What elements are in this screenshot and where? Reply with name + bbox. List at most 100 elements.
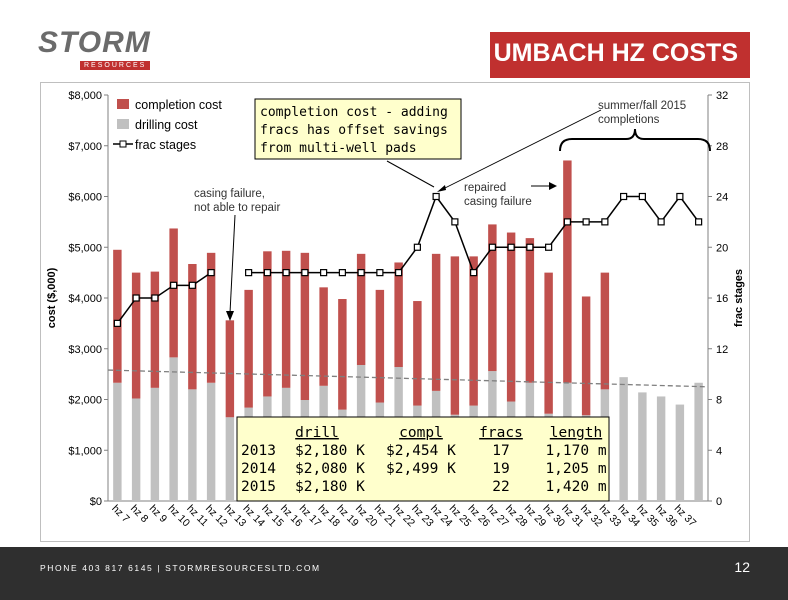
- drilling-bar: [206, 382, 216, 501]
- frac-stages-point: [376, 269, 384, 277]
- completion-bar: [131, 272, 141, 399]
- left-tick-label: $8,000: [68, 90, 102, 102]
- completion-bar: [506, 232, 516, 402]
- completion-bar: [150, 271, 160, 388]
- completion-bar: [263, 251, 272, 397]
- frac-stages-point: [113, 319, 121, 327]
- right-tick-label: 4: [716, 445, 722, 457]
- frac-stages-point: [488, 243, 496, 251]
- drilling-bar: [675, 404, 685, 501]
- frac-stages-point: [601, 218, 609, 226]
- chart-frame: $0 $1,000 $2,000 $3,000 $4,000 $5,000 $6,000 $7…: [40, 82, 750, 542]
- header: STORM RESOURCES UMBACH HZ COSTS: [0, 0, 788, 82]
- left-axis-title: cost ($,000): [46, 267, 58, 328]
- frac-stages-point: [638, 192, 646, 201]
- frac-stages-point: [526, 243, 534, 251]
- stats-table-year: 2013: [241, 443, 276, 459]
- summer-brace: [559, 128, 711, 152]
- drilling-bar: [656, 396, 666, 501]
- completion-bar: [600, 272, 610, 390]
- drilling-bar: [619, 377, 628, 501]
- stats-table-year: 2014: [241, 461, 276, 477]
- completion-bar: [488, 224, 497, 372]
- completion-bar: [450, 256, 460, 415]
- legend-label-drilling: drilling cost: [135, 118, 198, 132]
- frac-stages-point: [338, 269, 346, 277]
- page-title: UMBACH HZ COSTS: [493, 39, 738, 67]
- drilling-bar: [150, 387, 160, 501]
- frac-stages-point: [395, 269, 403, 277]
- left-tick-label: $7,000: [68, 141, 102, 153]
- left-tick-label: $6,000: [68, 192, 102, 204]
- completion-bar: [469, 256, 478, 406]
- completion-bar: [338, 299, 347, 410]
- frac-stages-point: [188, 281, 196, 289]
- stats-table-fracs: 17: [492, 443, 509, 459]
- completion-bar: [225, 320, 235, 418]
- summer-label: completions: [598, 114, 660, 126]
- casing-failure-arrow-head: [226, 311, 234, 321]
- stats-table-length: 1,420 m: [545, 479, 606, 495]
- stats-table-fracs: 19: [492, 461, 509, 477]
- legend-swatch-drilling: [117, 119, 129, 129]
- stats-table-year: 2015: [241, 479, 276, 495]
- footer: PHONE 403 817 6145 | STORMRESOURCESLTD.C…: [0, 547, 788, 600]
- completion-bar: [525, 238, 535, 383]
- title-banner: UMBACH HZ COSTS: [490, 32, 750, 78]
- frac-stages-point: [132, 294, 140, 302]
- stats-table-compl: $2,499 K: [386, 461, 456, 477]
- right-tick-label: 0: [716, 496, 722, 508]
- left-tick-label: $5,000: [68, 242, 102, 254]
- completion-bar: [356, 253, 366, 365]
- stats-table-drill: $2,180 K: [295, 479, 365, 495]
- storm-logo: STORM RESOURCES: [36, 26, 151, 76]
- stats-table-box: [236, 416, 610, 502]
- note-line: from multi-well pads: [260, 141, 417, 156]
- stats-table-header: length: [550, 425, 602, 441]
- frac-stages-point: [301, 269, 309, 277]
- frac-stages-point: [245, 269, 253, 277]
- casing-failure-arrow-shaft: [229, 214, 236, 314]
- page-number: 12: [734, 559, 750, 575]
- left-tick-label: $3,000: [68, 344, 102, 356]
- completion-bar: [319, 287, 328, 386]
- stats-table-drill: $2,180 K: [295, 443, 365, 459]
- drilling-bar: [113, 382, 122, 501]
- completion-bar: [206, 252, 216, 383]
- casing-failure-label: not able to repair: [194, 202, 280, 214]
- completion-bar: [188, 263, 197, 390]
- completion-bar: [244, 289, 253, 408]
- drilling-bar: [638, 392, 647, 501]
- stats-table-drill: $2,080 K: [295, 461, 365, 477]
- left-tick-label: $0: [90, 496, 102, 508]
- summer-label: summer/fall 2015: [598, 100, 686, 112]
- stats-table-header: drill: [295, 425, 339, 441]
- stats-table-length: 1,205 m: [545, 461, 606, 477]
- summer-arrow-shaft: [440, 109, 602, 191]
- x-tick-label: hz 8: [128, 503, 151, 526]
- frac-stages-point: [695, 218, 703, 226]
- right-axis-title: frac stages: [733, 269, 745, 327]
- logo-text: STORM: [38, 26, 151, 59]
- completion-bar: [113, 249, 122, 383]
- frac-stages-point: [357, 269, 365, 277]
- logo-subtext: RESOURCES: [80, 61, 151, 70]
- left-tick-label: $1,000: [68, 445, 102, 457]
- completion-bar: [300, 252, 310, 401]
- drilling-bar: [225, 417, 235, 501]
- frac-stages-point: [170, 281, 178, 289]
- drilling-trend-line: [107, 369, 709, 388]
- stats-table-header: compl: [399, 425, 443, 441]
- stats-table-compl: $2,454 K: [386, 443, 456, 459]
- completion-bar: [413, 301, 422, 406]
- stats-table-fracs: 22: [492, 479, 509, 495]
- frac-stages-point: [620, 192, 628, 201]
- frac-stages-point: [451, 218, 459, 226]
- frac-stages-point: [582, 218, 590, 226]
- legend-label-frac: frac stages: [135, 138, 196, 152]
- right-tick-label: 28: [716, 141, 728, 153]
- frac-stages-point: [282, 269, 290, 277]
- frac-stages-point: [413, 243, 421, 251]
- frac-stages-point: [507, 243, 515, 251]
- completion-bar: [544, 272, 553, 414]
